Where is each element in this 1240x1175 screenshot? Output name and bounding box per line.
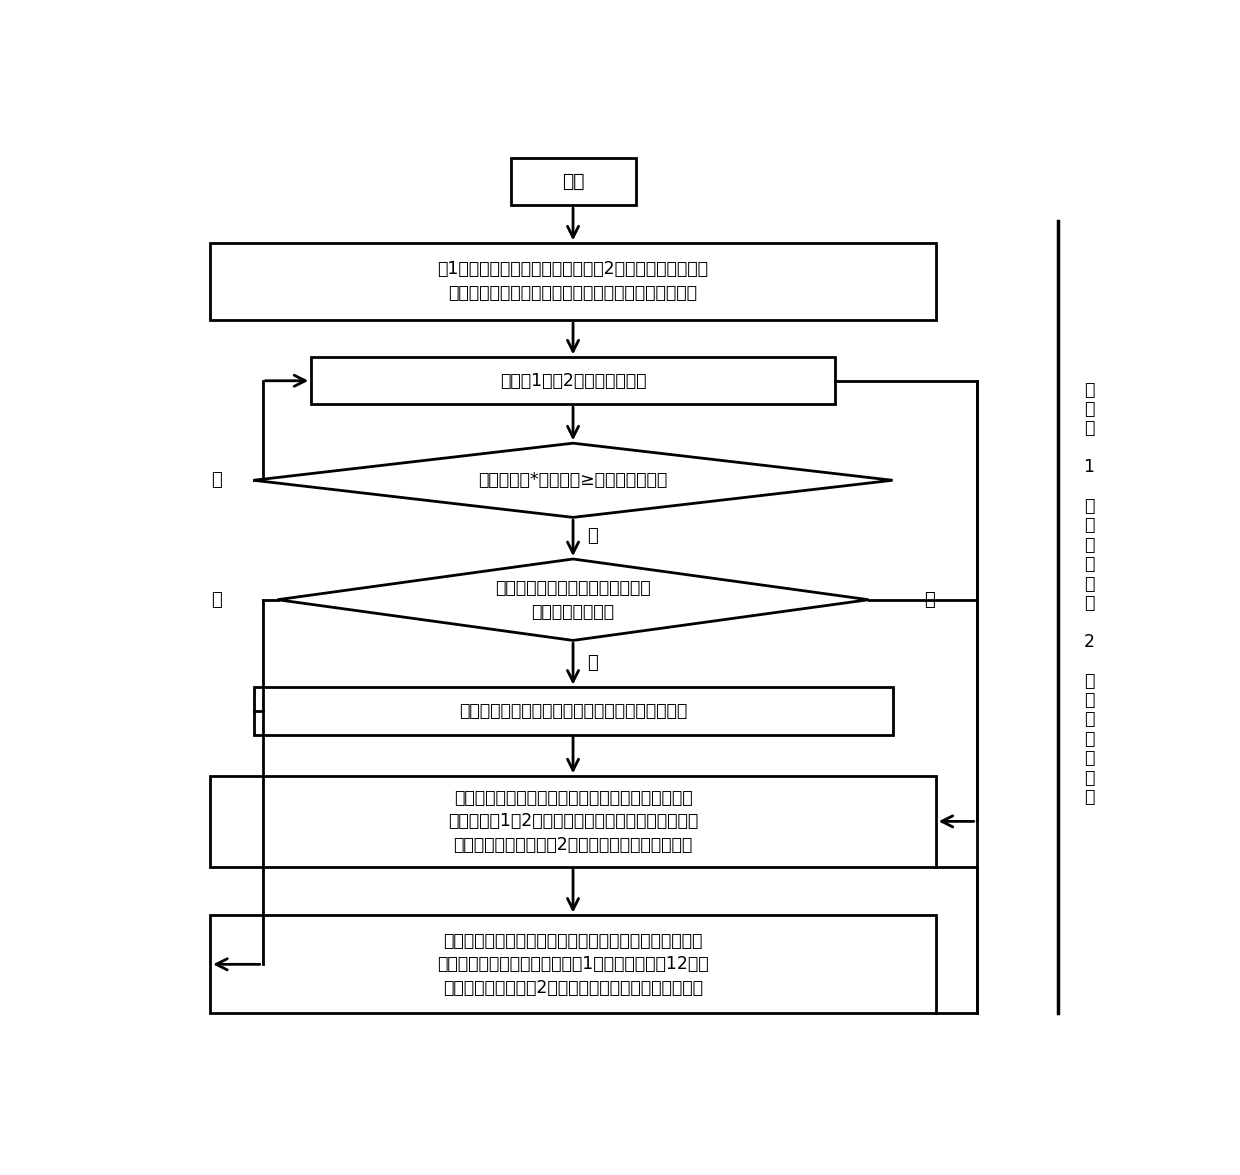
Text: 第1模拟光伏组件表面存在积尘；第2模拟光伏组件和实际
运行的光伏发电系统中的光伏组件的表面均为洁净状态: 第1模拟光伏组件表面存在积尘；第2模拟光伏组件和实际 运行的光伏发电系统中的光伏… (438, 261, 708, 302)
Text: 是: 是 (588, 528, 598, 545)
Bar (211, 777, 936, 867)
Text: 否: 否 (211, 591, 222, 609)
Text: 如果存在降水类典型天气，待降水类典型天气结束，
重新累积第1、2组件电量差值，再经过预先设定天数
的无降水周期后，对第2模拟光伏组件执行清洗动作: 如果存在降水类典型天气，待降水类典型天气结束， 重新累积第1、2组件电量差值，再… (448, 788, 698, 854)
Text: 如果存在沙尘类典型天气，待沙尘类典型天气结束: 如果存在沙尘类典型天气，待沙尘类典型天气结束 (459, 701, 687, 720)
Text: 是: 是 (924, 591, 935, 609)
Bar (511, 159, 635, 206)
Bar (211, 243, 936, 320)
Text: 差值绝对值*上网电价≥单次清洁费用值: 差值绝对值*上网电价≥单次清洁费用值 (479, 471, 667, 489)
Polygon shape (253, 443, 893, 517)
Bar (253, 687, 893, 734)
Bar (311, 357, 835, 404)
Polygon shape (278, 559, 868, 640)
Text: 开始: 开始 (562, 173, 584, 192)
Bar (211, 915, 936, 1013)
Text: 累积第1和第2组件的电量差值: 累积第1和第2组件的电量差值 (500, 371, 646, 390)
Text: 判断近期是否存在沙尘类典型天气
或降水类典型天气: 判断近期是否存在沙尘类典型天气 或降水类典型天气 (495, 579, 651, 620)
Text: 是: 是 (588, 654, 598, 672)
Text: 更
换
第
 
1
 
模
拟
单
元
和
第
 
2
 
模
拟
单
元
的
角
色: 更 换 第 1 模 拟 单 元 和 第 2 模 拟 单 元 的 角 色 (1084, 381, 1095, 806)
Text: 向清洁提醒单元发出提醒消息，提示实际运行的光伏发电
系统开展清洁工作；同时，对第1模拟光伏组件（12）执
行清洗动作；保持第2模拟光伏组件表面的积尘情况不变: 向清洁提醒单元发出提醒消息，提示实际运行的光伏发电 系统开展清洁工作；同时，对第… (438, 932, 709, 996)
Text: 否: 否 (211, 471, 222, 489)
